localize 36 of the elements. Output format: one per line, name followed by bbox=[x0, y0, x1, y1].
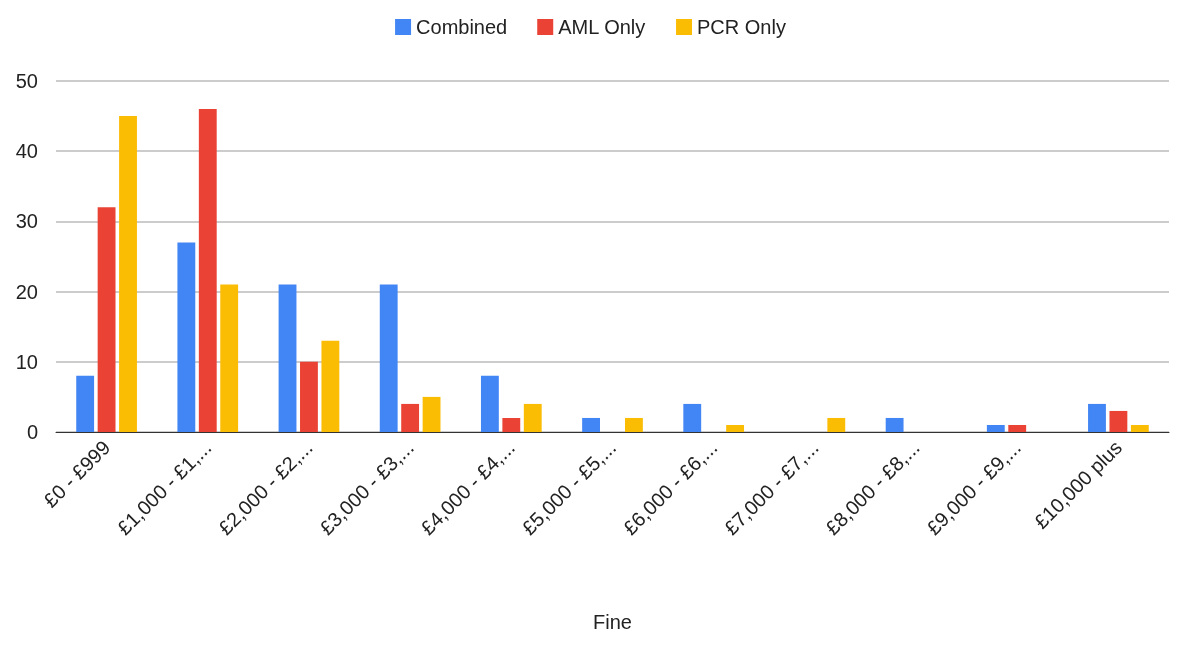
bar bbox=[885, 417, 904, 432]
bar bbox=[1088, 403, 1106, 432]
y-tick-label: 40 bbox=[15, 140, 38, 163]
bar bbox=[502, 417, 521, 432]
legend-label: AML Only bbox=[558, 16, 646, 38]
bar bbox=[827, 417, 846, 432]
bar bbox=[278, 284, 297, 432]
bar bbox=[1008, 424, 1027, 432]
bar bbox=[119, 116, 137, 432]
y-tick-label: 30 bbox=[15, 210, 38, 233]
bar bbox=[480, 375, 499, 432]
y-tick-label: 0 bbox=[26, 421, 38, 443]
bar bbox=[198, 109, 217, 432]
bar bbox=[986, 424, 1005, 432]
y-tick-label: 50 bbox=[15, 70, 38, 92]
bar bbox=[321, 340, 340, 432]
legend-label: Combined bbox=[416, 16, 508, 38]
bar bbox=[401, 403, 420, 432]
bar bbox=[582, 417, 600, 432]
bar bbox=[76, 375, 95, 432]
bar bbox=[523, 403, 542, 432]
bar bbox=[220, 284, 239, 432]
y-tick-label: 10 bbox=[15, 350, 38, 373]
bar bbox=[1109, 410, 1128, 432]
bar bbox=[379, 284, 398, 432]
bar bbox=[97, 207, 116, 432]
bar bbox=[422, 396, 441, 432]
bar bbox=[625, 417, 643, 432]
y-tick-label: 20 bbox=[15, 280, 38, 303]
bar bbox=[1130, 424, 1149, 432]
bar bbox=[300, 361, 318, 432]
bar bbox=[726, 424, 745, 432]
legend-label: PCR Only bbox=[697, 16, 786, 38]
bar bbox=[177, 242, 196, 432]
x-axis-title: Fine bbox=[593, 611, 632, 633]
bar bbox=[683, 403, 702, 432]
